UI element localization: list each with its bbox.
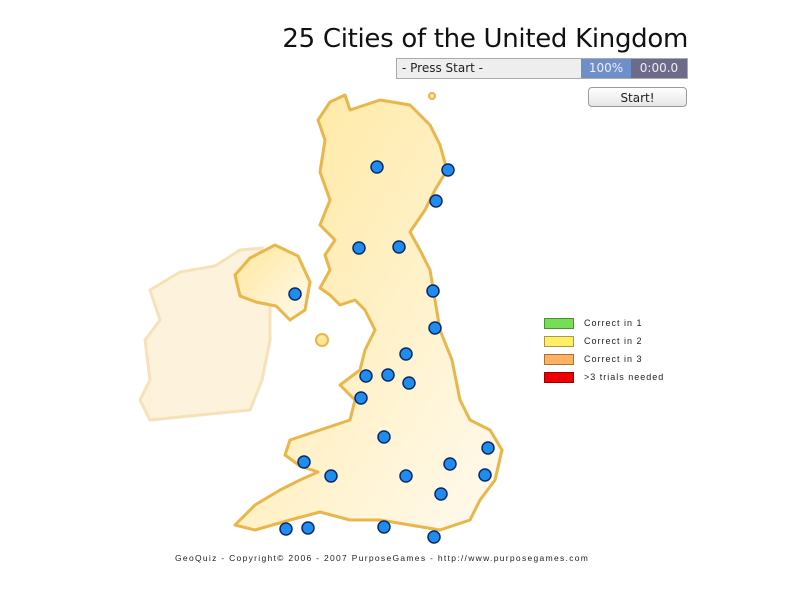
legend-swatch bbox=[544, 371, 574, 383]
city-marker[interactable] bbox=[301, 521, 315, 535]
city-marker[interactable] bbox=[288, 287, 302, 301]
score-percent: 100% bbox=[581, 59, 631, 78]
legend-item: >3 trials needed bbox=[544, 368, 664, 386]
legend: Correct in 1 Correct in 2 Correct in 3 >… bbox=[544, 314, 664, 386]
city-marker[interactable] bbox=[377, 520, 391, 534]
city-marker[interactable] bbox=[429, 194, 443, 208]
legend-label: Correct in 3 bbox=[584, 354, 643, 364]
timer: 0:00.0 bbox=[631, 59, 687, 78]
city-marker[interactable] bbox=[297, 455, 311, 469]
city-marker[interactable] bbox=[402, 376, 416, 390]
city-marker[interactable] bbox=[478, 468, 492, 482]
legend-item: Correct in 3 bbox=[544, 350, 664, 368]
city-marker[interactable] bbox=[324, 469, 338, 483]
city-marker[interactable] bbox=[443, 457, 457, 471]
page-title: 25 Cities of the United Kingdom bbox=[282, 24, 688, 54]
legend-label: Correct in 1 bbox=[584, 318, 643, 328]
status-message: - Press Start - bbox=[397, 59, 581, 78]
city-marker[interactable] bbox=[377, 430, 391, 444]
city-marker[interactable] bbox=[481, 441, 495, 455]
city-marker[interactable] bbox=[399, 347, 413, 361]
city-marker[interactable] bbox=[434, 487, 448, 501]
footer-copyright: GeoQuiz - Copyright© 2006 - 2007 Purpose… bbox=[175, 553, 590, 563]
legend-swatch bbox=[544, 335, 574, 347]
city-marker[interactable] bbox=[354, 391, 368, 405]
city-marker[interactable] bbox=[392, 240, 406, 254]
legend-label: Correct in 2 bbox=[584, 336, 643, 346]
start-button[interactable]: Start! bbox=[588, 87, 687, 107]
status-bar: - Press Start - 100% 0:00.0 bbox=[396, 58, 688, 79]
city-marker[interactable] bbox=[441, 163, 455, 177]
legend-swatch bbox=[544, 353, 574, 365]
city-marker[interactable] bbox=[427, 530, 441, 544]
city-marker[interactable] bbox=[381, 368, 395, 382]
legend-swatch bbox=[544, 317, 574, 329]
city-marker[interactable] bbox=[426, 284, 440, 298]
great-britain-landmass bbox=[233, 93, 504, 532]
city-marker[interactable] bbox=[352, 241, 366, 255]
city-marker[interactable] bbox=[279, 522, 293, 536]
northern-ireland-landmass bbox=[233, 243, 312, 322]
legend-item: Correct in 2 bbox=[544, 332, 664, 350]
legend-label: >3 trials needed bbox=[584, 372, 665, 382]
city-marker[interactable] bbox=[370, 160, 384, 174]
city-marker[interactable] bbox=[359, 369, 373, 383]
isle-of-man bbox=[315, 333, 329, 347]
city-marker[interactable] bbox=[428, 321, 442, 335]
city-marker[interactable] bbox=[399, 469, 413, 483]
shetland-islet bbox=[428, 92, 436, 100]
legend-item: Correct in 1 bbox=[544, 314, 664, 332]
